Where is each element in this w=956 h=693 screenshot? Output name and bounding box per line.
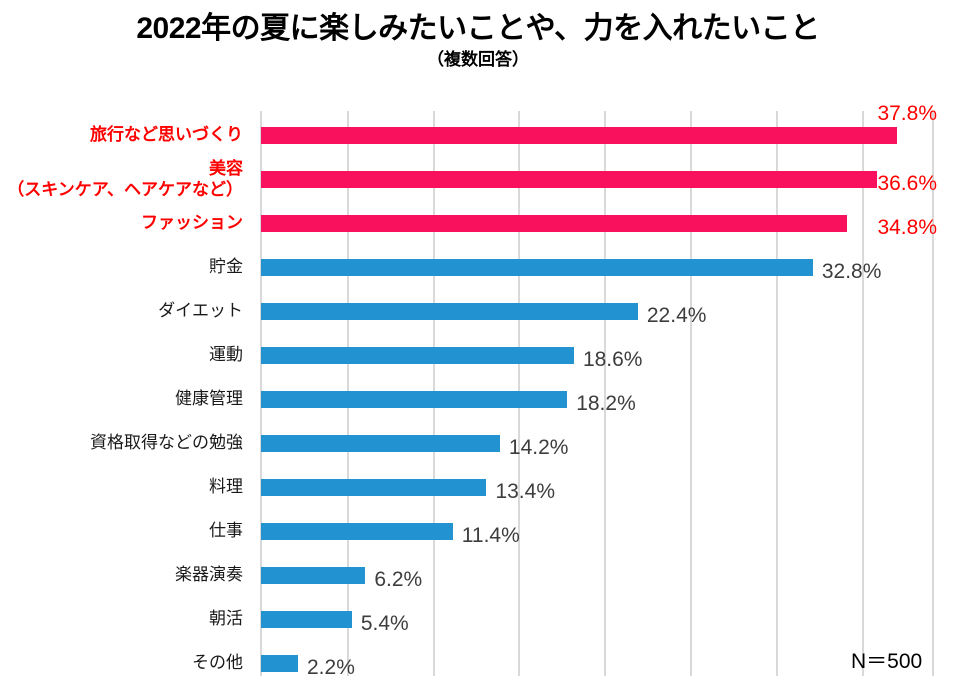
category-label: 朝活: [0, 608, 252, 629]
gridline: [932, 111, 935, 676]
bar-row: 18.2%: [261, 383, 934, 427]
bar-value-label: 18.2%: [576, 392, 636, 415]
category-label: その他: [0, 652, 252, 673]
bar: [261, 479, 487, 496]
bar-row: 37.8%: [261, 103, 937, 163]
bar-row: 6.2%: [261, 559, 934, 603]
bar: [261, 611, 352, 628]
category-label-line: 資格取得などの勉強: [90, 433, 243, 452]
bar: [261, 171, 877, 188]
category-label: 貯金: [0, 256, 252, 277]
bar: [261, 523, 453, 540]
bar-value-label: 32.8%: [821, 260, 882, 283]
bar: [261, 435, 500, 452]
bar-row: 18.6%: [261, 339, 934, 383]
sample-size-note: N＝500: [851, 650, 923, 673]
bar-value-label: 22.4%: [646, 304, 707, 327]
bar-value-label: 5.4%: [360, 612, 409, 635]
plot-area: 37.8% 36.6% 34.8% 32.8% 22.4% 18.6% 18.2% 14.2%…: [260, 103, 937, 678]
bar-value-label: 18.6%: [582, 348, 643, 371]
gridline: [604, 111, 607, 676]
category-axis-labels: 旅行など思いづくり美容 （スキンケア、ヘアケアなど） ファッション貯金ダイエット運動…: [0, 111, 252, 676]
bar-value-label: 13.4%: [495, 480, 555, 503]
category-label: 旅行など思いづくり: [0, 124, 252, 145]
category-label-line: 健康管理: [175, 389, 243, 408]
chart-title: 2022年の夏に楽しみたいことや、力を入れたいこと: [136, 12, 820, 45]
bar-value-label: 14.2%: [508, 436, 569, 459]
category-label: 楽器演奏: [0, 564, 252, 585]
chart-subtitle: （複数回答）: [427, 49, 529, 69]
bar: [261, 259, 813, 276]
category-label-line: 貯金: [209, 257, 243, 276]
category-label-line: ダイエット: [158, 301, 243, 320]
bar: [261, 215, 847, 232]
category-label: ダイエット: [0, 300, 252, 321]
category-label-line: （スキンケア、ヘアケアなど）: [7, 179, 243, 199]
category-label: ファッション: [0, 212, 252, 233]
title-block: 2022年の夏に楽しみたいことや、力を入れたいこと （複数回答）: [0, 12, 956, 70]
bar-row: 14.2%: [261, 427, 934, 471]
category-label: 健康管理: [0, 388, 252, 409]
gridline: [861, 111, 864, 676]
bar-value-label: 37.8%: [877, 102, 937, 125]
category-label-line: 朝活: [209, 609, 243, 628]
bar-row: 5.4%: [261, 603, 934, 647]
category-label-line: 楽器演奏: [175, 565, 243, 584]
category-label-line: 美容: [209, 158, 243, 178]
bar: [261, 391, 568, 408]
category-label-line: その他: [192, 653, 243, 672]
bar-row: 2.2%: [261, 647, 934, 691]
category-label: 資格取得などの勉強: [0, 432, 252, 453]
bar-value-label: 34.8%: [877, 216, 937, 239]
category-label: 料理: [0, 476, 252, 497]
bar-value-label: 11.4%: [461, 524, 520, 547]
category-label-line: 料理: [209, 477, 243, 496]
bar-row: 13.4%: [261, 471, 934, 515]
bar-rows: 37.8% 36.6% 34.8% 32.8% 22.4% 18.6% 18.2% 14.2%…: [261, 103, 937, 678]
bar: [261, 303, 638, 320]
category-label-line: 旅行など思いづくり: [90, 125, 243, 144]
bar-row: 34.8%: [261, 207, 937, 251]
bar: [261, 347, 574, 364]
gridline: [775, 111, 778, 676]
bar: [261, 127, 897, 144]
bar-value-label: 2.2%: [307, 656, 355, 679]
bar-value-label: 6.2%: [374, 568, 423, 591]
category-label-line: ファッション: [141, 213, 243, 232]
gridline: [690, 111, 693, 676]
bar-row: 36.6%: [261, 163, 937, 207]
category-label: 運動: [0, 344, 252, 365]
bar: [261, 655, 298, 672]
category-label: 仕事: [0, 520, 252, 541]
bar-row: 32.8%: [261, 251, 934, 295]
category-label: 美容 （スキンケア、ヘアケアなど）: [0, 158, 252, 200]
category-label-line: 運動: [209, 345, 243, 364]
category-label-line: 仕事: [209, 521, 243, 540]
bar-row: 22.4%: [261, 295, 934, 339]
bar-row: 11.4%: [261, 515, 934, 559]
bar-value-label: 36.6%: [877, 172, 937, 195]
bar: [261, 567, 366, 584]
